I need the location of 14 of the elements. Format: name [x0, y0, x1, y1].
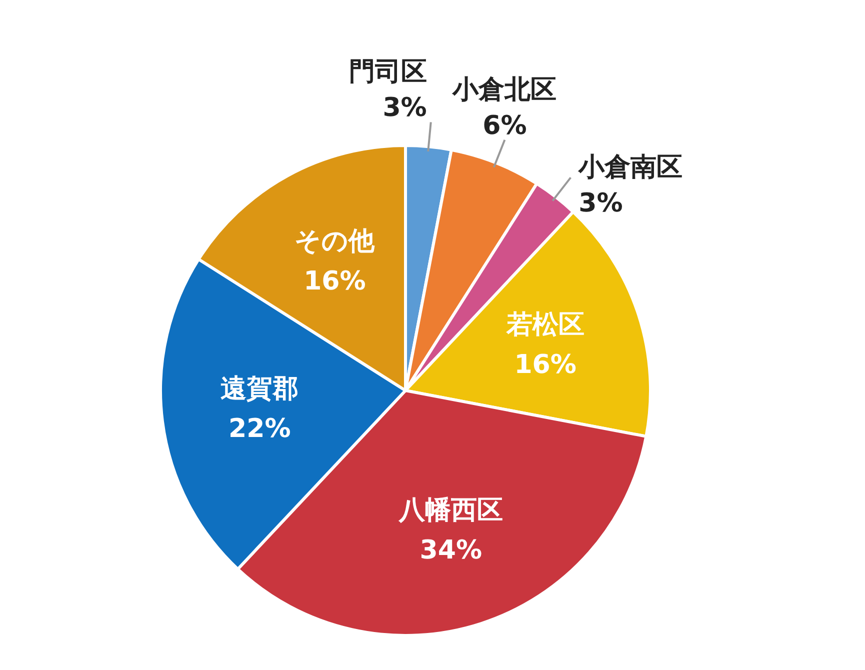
- data-label: 16%: [304, 266, 366, 297]
- slice-label: 小倉南区: [578, 152, 683, 183]
- data-label: 6%: [482, 110, 527, 141]
- slice-label: 小倉北区: [452, 74, 557, 105]
- data-label: 34%: [420, 535, 482, 566]
- slice-label: 若松区: [505, 310, 584, 340]
- slice-label: 遠賀郡: [220, 374, 299, 404]
- slice-label: その他: [294, 226, 376, 257]
- data-label: 3%: [382, 93, 427, 124]
- slice-label: 門司区: [348, 57, 427, 88]
- data-label: 22%: [228, 414, 291, 444]
- data-label: 16%: [514, 350, 576, 380]
- data-label: 3%: [578, 188, 623, 219]
- slice-label: 八幡西区: [398, 495, 503, 526]
